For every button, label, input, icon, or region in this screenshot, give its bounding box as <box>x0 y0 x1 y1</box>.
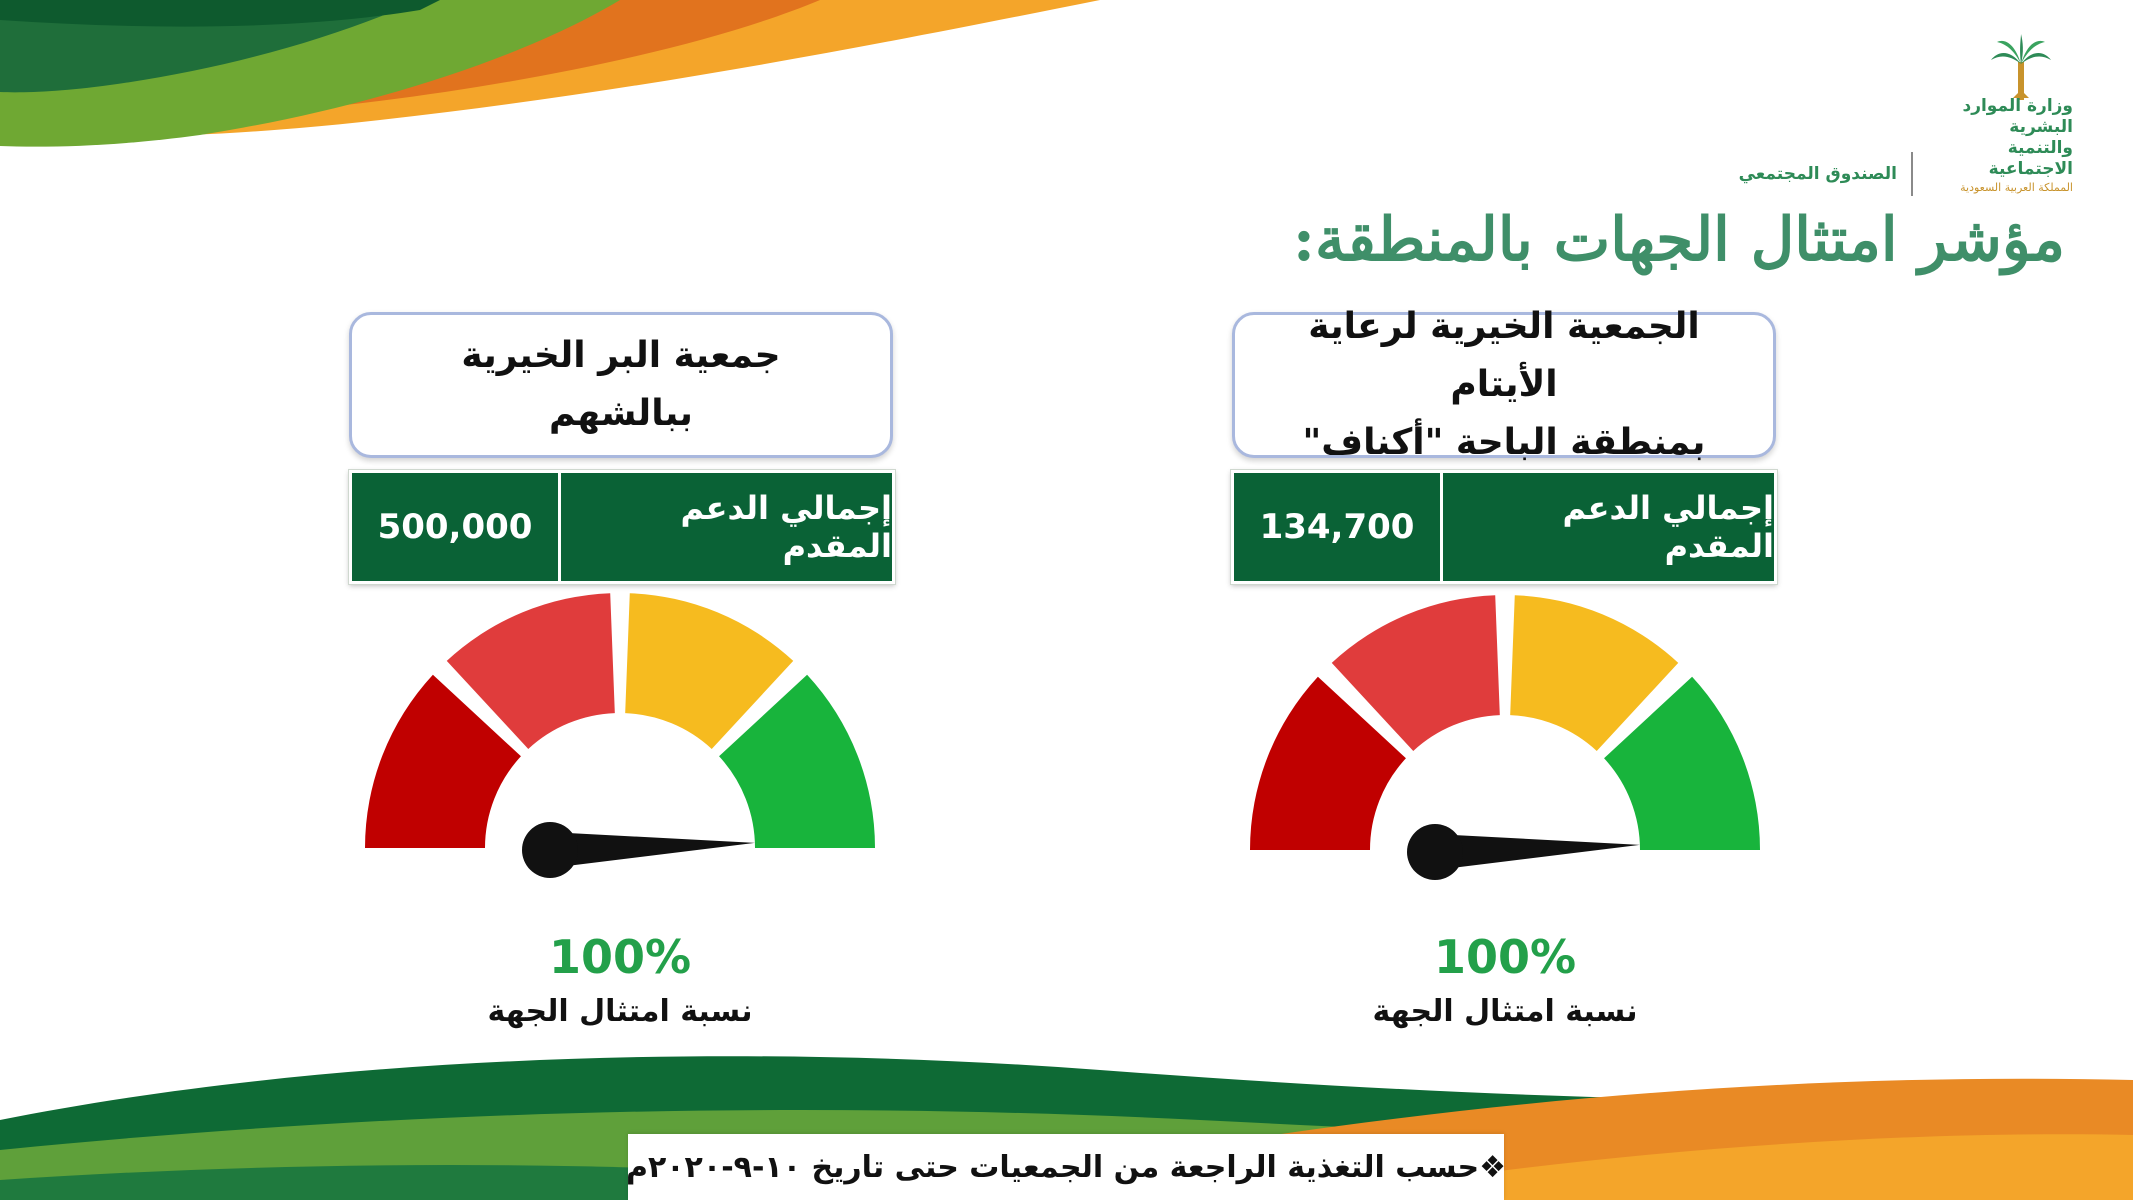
logo-divider <box>1911 152 1913 196</box>
org-name: الجمعية الخيرية لرعاية الأيتام بمنطقة ال… <box>1235 298 1773 472</box>
compliance-percent: 100% <box>548 930 692 984</box>
org-name: جمعية البر الخيرية ببالشهم <box>437 327 804 443</box>
gauge-segment-red <box>1331 595 1500 751</box>
ministry-country: المملكة العربية السعودية <box>1960 181 2073 194</box>
org-name-line1: الجمعية الخيرية لرعاية الأيتام <box>1308 306 1700 405</box>
top-decorative-waves <box>0 0 1100 147</box>
compliance-gauge-aknaf <box>1250 595 1760 880</box>
org-name-line1: جمعية البر الخيرية <box>461 335 781 376</box>
gauge-needle <box>1434 834 1640 870</box>
org-name-line2: ببالشهم <box>549 393 693 434</box>
org-card-aknaf: الجمعية الخيرية لرعاية الأيتام بمنطقة ال… <box>1232 306 1776 463</box>
support-value: 500,000 <box>352 473 561 581</box>
community-fund-name: الصندوق المجتمعي <box>1738 164 1897 184</box>
compliance-gauge-albir <box>365 593 875 878</box>
gauge-segment-yellow <box>625 593 794 749</box>
compliance-label: نسبة امتثال الجهة <box>487 994 753 1029</box>
ministry-name-line2: والتنمية الاجتماعية <box>1988 138 2073 179</box>
ministry-logo: وزارة الموارد البشرية والتنمية الاجتماعي… <box>1739 34 2073 196</box>
ministry-name-line1: وزارة الموارد البشرية <box>1962 96 2073 137</box>
gauge-needle <box>549 832 755 868</box>
support-label: إجمالي الدعم المقدم <box>1443 473 1774 581</box>
compliance-label: نسبة امتثال الجهة <box>1372 994 1638 1029</box>
gauge-segment-red <box>446 593 615 749</box>
gauge-segment-green <box>719 674 875 848</box>
palm-tree-icon <box>1991 34 2051 100</box>
support-label: إجمالي الدعم المقدم <box>561 473 892 581</box>
support-bar-aknaf: 134,700 إجمالي الدعم المقدم <box>1231 470 1777 584</box>
org-name-line2: بمنطقة الباحة "أكناف" <box>1302 422 1706 463</box>
footnote: ❖حسب التغذية الراجعة من الجمعيات حتى تار… <box>626 1134 1506 1200</box>
support-value: 134,700 <box>1234 473 1443 581</box>
org-card-albir: جمعية البر الخيرية ببالشهم <box>349 312 893 458</box>
gauge-segment-yellow <box>1510 595 1679 751</box>
gauge-segment-dark-red <box>365 674 521 848</box>
gauge-needle-hub <box>522 822 578 878</box>
compliance-percent: 100% <box>1433 930 1577 984</box>
gauge-segment-dark-red <box>1250 676 1406 850</box>
gauge-needle-hub <box>1407 824 1463 880</box>
gauge-segment-green <box>1604 676 1760 850</box>
support-bar-albir: 500,000 إجمالي الدعم المقدم <box>349 470 895 584</box>
page-title: مؤشر امتثال الجهات بالمنطقة: <box>1292 205 2065 275</box>
